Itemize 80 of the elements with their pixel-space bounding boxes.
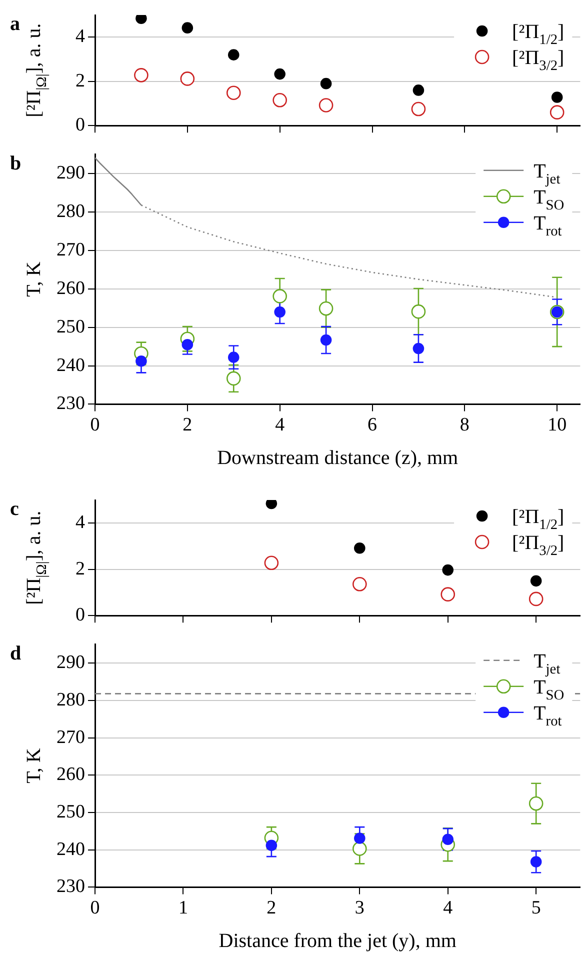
chart-title: a — [10, 13, 20, 36]
point — [274, 306, 286, 318]
point — [136, 15, 147, 24]
y-tick-label: 2 — [76, 558, 85, 580]
point — [226, 371, 241, 386]
y-tick-label: 250 — [56, 801, 85, 822]
point — [551, 92, 563, 103]
chart-title: c — [10, 498, 19, 520]
x-tick-label: 5 — [531, 898, 541, 919]
point — [440, 587, 456, 602]
x-tick-label: 2 — [266, 898, 276, 919]
point — [352, 842, 367, 856]
point — [530, 856, 542, 868]
y-tick-label: 250 — [56, 316, 85, 338]
x-tick-label: 3 — [354, 898, 364, 919]
point — [411, 102, 426, 116]
x-tick-label: 1 — [178, 898, 188, 919]
point — [226, 86, 241, 100]
point — [182, 22, 194, 34]
y-tick-label: 230 — [56, 393, 85, 414]
point — [136, 356, 147, 367]
y-tick-label: 280 — [56, 201, 85, 222]
point — [274, 68, 286, 80]
y-tick-label: 290 — [56, 652, 85, 674]
point — [272, 289, 287, 304]
point — [528, 796, 544, 811]
y-tick-label: 0 — [76, 114, 85, 136]
y-tick-label: 240 — [56, 354, 85, 376]
point — [318, 301, 334, 316]
point — [266, 840, 278, 852]
x-tick-label: 6 — [368, 414, 378, 436]
point — [354, 542, 366, 554]
point — [318, 98, 334, 112]
y-axis-title: T, K — [23, 748, 45, 784]
x-tick-label: 0 — [90, 414, 100, 436]
x-axis-title: Distance from the jet (y), mm — [218, 930, 457, 952]
point — [320, 78, 332, 90]
x-tick-label: 8 — [460, 414, 470, 436]
point — [412, 342, 424, 354]
chart-title: d — [10, 642, 22, 665]
point — [228, 352, 240, 363]
y-tick-label: 0 — [76, 604, 85, 626]
point — [182, 338, 194, 350]
point — [228, 49, 240, 60]
point — [530, 575, 542, 587]
y-tick-label: 280 — [56, 689, 85, 710]
point — [354, 832, 366, 844]
y-tick-label: 260 — [56, 278, 85, 299]
y-tick-label: 260 — [56, 764, 85, 786]
y-tick-label: 270 — [56, 239, 85, 260]
x-tick-label: 2 — [182, 414, 192, 436]
point — [272, 93, 287, 108]
y-tick-label: 230 — [56, 876, 85, 898]
point — [412, 84, 424, 96]
point — [528, 592, 544, 606]
y-axis-title: T, K — [23, 261, 45, 297]
y-tick-label: 4 — [76, 26, 86, 48]
point — [352, 577, 367, 592]
x-tick-label: 4 — [443, 898, 454, 919]
x-tick-label: 10 — [548, 414, 567, 436]
point — [266, 500, 278, 510]
y-axis-title: [²Π|Ω|], a. u. — [23, 510, 50, 605]
point — [264, 556, 279, 570]
point — [411, 304, 426, 319]
x-axis-title: Downstream distance (z), mm — [217, 447, 459, 469]
y-tick-label: 270 — [56, 726, 85, 748]
y-tick-label: 2 — [76, 70, 85, 92]
y-tick-label: 4 — [76, 512, 86, 534]
chart-title: b — [10, 152, 22, 175]
y-tick-label: 290 — [56, 162, 85, 184]
x-tick-label: 0 — [90, 898, 100, 919]
point — [550, 105, 564, 120]
y-axis-title: [²Π|Ω|], a. u. — [23, 23, 50, 118]
point — [320, 334, 332, 346]
point — [134, 68, 148, 82]
y-tick-label: 240 — [56, 838, 85, 860]
x-tick-label: 4 — [275, 414, 286, 436]
point — [442, 834, 454, 846]
point — [180, 72, 195, 86]
point — [442, 564, 454, 576]
